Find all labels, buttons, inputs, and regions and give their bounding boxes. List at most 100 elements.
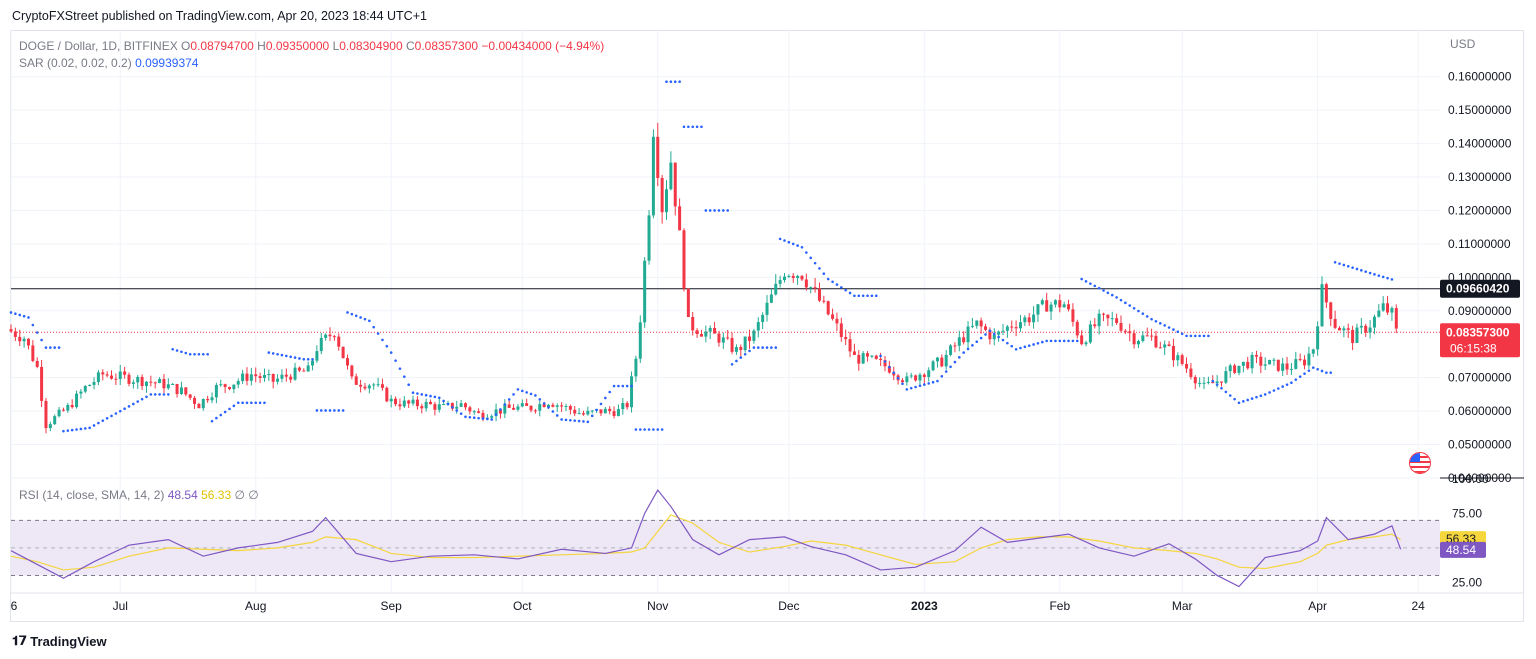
candle-body (306, 365, 310, 372)
sar-dot (184, 351, 188, 355)
footer-brand[interactable]: 𝟏𝟳 TradingView (12, 633, 107, 649)
sar-dot (1089, 282, 1092, 285)
candle-body (1150, 335, 1154, 337)
sar-dot (486, 417, 489, 421)
rsi-line (10, 488, 1402, 588)
candle-body (817, 288, 821, 301)
sar-dot (1045, 339, 1048, 343)
sar-dot (437, 396, 441, 400)
candle-body (944, 354, 948, 367)
sar-dot (70, 428, 74, 432)
sar-dot (306, 357, 310, 361)
sar-dot (595, 408, 598, 412)
candle-body (57, 409, 61, 417)
sar-dot (271, 352, 275, 355)
sar-dot (577, 419, 581, 423)
candle-body (826, 301, 830, 315)
rsi-ma-line (10, 514, 1401, 571)
candle-body (647, 215, 651, 261)
sar-dot (118, 409, 122, 413)
sar-dot (800, 245, 804, 249)
candle-body (394, 398, 398, 405)
sar-dot (245, 401, 249, 405)
candle-body (88, 384, 92, 386)
sar-dot (569, 418, 572, 422)
candle-body (284, 374, 288, 377)
candle-body (809, 287, 813, 289)
legend-close-label: C (406, 39, 415, 53)
candle-body (918, 374, 922, 381)
candle-body (857, 354, 861, 364)
candle-body (708, 327, 712, 332)
sar-dot (92, 424, 96, 427)
sar-dot (979, 336, 983, 340)
candle-body (337, 336, 341, 347)
candle-body (1027, 317, 1031, 323)
sar-dot (27, 316, 30, 319)
sar-dot (914, 385, 917, 389)
sar-dot (1246, 398, 1250, 402)
candle-body (1110, 318, 1114, 320)
sar-dot (219, 413, 223, 417)
sar-dot (791, 242, 795, 246)
candle-body (564, 406, 568, 408)
candle-body (866, 353, 870, 357)
sar-dot (630, 384, 633, 388)
sar-dot (31, 323, 35, 327)
candle-body (1246, 361, 1250, 369)
candle-body (748, 336, 752, 341)
candle-body (966, 326, 970, 343)
candle-body (197, 403, 201, 409)
candle-body (800, 275, 804, 280)
candle-body (634, 358, 638, 377)
candle-body (726, 337, 730, 339)
x-tick-label: Nov (647, 599, 668, 613)
candle-body (1324, 284, 1328, 303)
sar-dot (1036, 341, 1040, 345)
candle-body (1359, 325, 1363, 328)
candle-body (1119, 323, 1123, 331)
sar-dot (1110, 293, 1114, 297)
candle-body (953, 345, 957, 347)
sar-dot (455, 409, 459, 412)
sar-dot (1346, 265, 1350, 268)
sar-dot (638, 428, 642, 431)
sar-dot (1062, 339, 1066, 343)
candle-body (949, 345, 953, 355)
sar-dot (739, 356, 743, 359)
candle-body (236, 381, 240, 385)
sar-dot (1377, 274, 1381, 277)
candle-body (1053, 300, 1057, 305)
y-tick-label: 0.06000000 (1448, 404, 1512, 418)
candle-body (210, 397, 214, 401)
sar-dot (818, 267, 821, 270)
candle-body (1272, 359, 1276, 361)
candle-body (1106, 314, 1110, 319)
sar-dot (341, 409, 345, 412)
sar-dot (634, 428, 638, 431)
sar-dot (79, 427, 83, 431)
sar-dot (564, 418, 568, 422)
sar-dot (372, 325, 376, 329)
sar-dot (1185, 334, 1188, 338)
sar-dot (1027, 344, 1031, 347)
sar-dot (704, 209, 708, 212)
legend-high-label: H (257, 39, 266, 53)
candle-body (940, 357, 944, 367)
sar-dot (97, 421, 100, 425)
us-flag-icon[interactable] (1409, 452, 1431, 474)
sar-dot (1237, 401, 1241, 405)
candle-body (883, 360, 887, 367)
candle-body (533, 410, 537, 412)
sar-dot (555, 414, 559, 417)
sar-dot (1294, 378, 1298, 381)
candle-body (603, 408, 607, 414)
candle-body (1294, 359, 1298, 369)
sar-dot (464, 415, 467, 419)
sar-dot (944, 370, 948, 373)
sar-dot (263, 401, 266, 405)
candle-body (905, 376, 909, 383)
candle-body (512, 407, 516, 410)
sar-dot (512, 393, 515, 396)
